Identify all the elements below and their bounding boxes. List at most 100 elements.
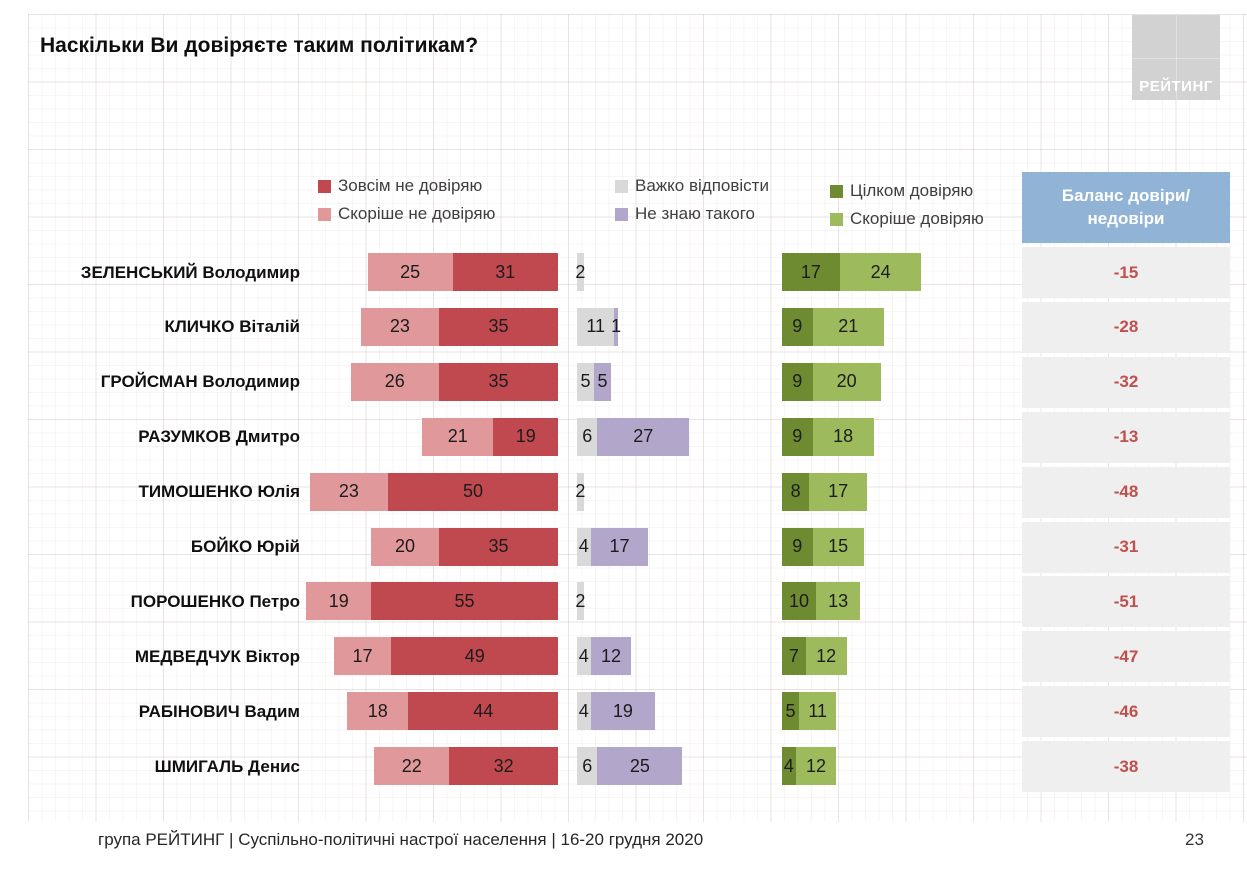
segment-not-trust-at-all: 49 [391, 637, 558, 676]
segment-hard-to-say: 4 [577, 527, 591, 566]
segment-fully-trust: 7 [782, 637, 806, 676]
distrust-bar: 18 44 [347, 692, 558, 731]
politician-name: БОЙКО Юрій [190, 537, 300, 556]
legend-swatch [615, 207, 628, 221]
segment-hard-to-say: 11 [577, 307, 615, 346]
legend-label: Цілком довіряю [850, 181, 974, 200]
trust-bar: 8 17 [782, 472, 867, 511]
segment-hard-to-say: 2 [575, 253, 585, 291]
balance-value: -38 [1022, 741, 1230, 793]
neutral-bar: 11 1 [577, 307, 621, 346]
balance-value: -28 [1022, 301, 1230, 353]
segment-not-trust-at-all: 35 [439, 307, 558, 346]
politician-name: ШМИГАЛЬ Денис [154, 756, 300, 776]
segment-hard-to-say: 4 [577, 692, 591, 731]
rating-logo-text: РЕЙТИНГ [1139, 78, 1213, 95]
segment-dont-know-person: 25 [597, 747, 683, 786]
segment-rather-trust: 17 [809, 472, 867, 511]
trust-bar: 9 15 [782, 527, 864, 566]
segment-rather-not-trust: 19 [306, 582, 371, 621]
distrust-bar: 23 50 [309, 472, 558, 511]
segment-hard-to-say: 6 [577, 747, 598, 786]
neutral-bar: 2 [575, 582, 585, 621]
politician-row: ПОРОШЕНКО Петро 19 55 2 10 13 -51 [0, 574, 1247, 629]
balance-value: -51 [1022, 576, 1230, 628]
politician-row: КЛИЧКО Віталій 23 35 11 1 9 21 -28 [0, 300, 1247, 355]
segment-hard-to-say: 4 [577, 637, 591, 676]
segment-fully-trust: 9 [782, 417, 813, 456]
segment-rather-not-trust: 18 [347, 692, 409, 731]
segment-rather-trust: 12 [795, 747, 837, 786]
neutral-bar: 2 [575, 472, 585, 511]
segment-not-trust-at-all: 44 [408, 692, 558, 731]
politician-name: ПОРОШЕНКО Петро [130, 591, 300, 611]
balance-value: -46 [1022, 686, 1230, 738]
trust-bar: 9 21 [782, 307, 884, 346]
legend-swatch [830, 184, 843, 198]
neutral-bar: 2 [575, 253, 585, 291]
legend-item: Не знаю такого [615, 204, 755, 224]
trust-bar: 5 11 [782, 692, 837, 731]
legend-item: Скоріше не довіряю [318, 204, 495, 224]
segment-dont-know-person: 27 [597, 417, 690, 456]
legend-swatch [615, 179, 628, 193]
trust-bar: 4 12 [782, 747, 837, 786]
trust-bar: 7 12 [782, 637, 847, 676]
politician-name: ГРОЙСМАН Володимир [100, 372, 300, 392]
segment-rather-not-trust: 22 [374, 747, 450, 786]
neutral-bar: 4 12 [577, 637, 632, 676]
distrust-bar: 17 49 [333, 637, 558, 676]
neutral-bar: 4 19 [577, 692, 656, 731]
neutral-bar: 4 17 [577, 527, 649, 566]
segment-fully-trust: 9 [782, 362, 813, 401]
segment-dont-know-person: 5 [594, 362, 611, 401]
balance-value: -32 [1022, 356, 1230, 408]
balance-value: -15 [1022, 247, 1230, 298]
segment-hard-to-say: 2 [575, 472, 585, 511]
balance-header: Баланс довіри/недовіри [1022, 172, 1230, 243]
distrust-bar: 23 35 [360, 307, 558, 346]
segment-hard-to-say: 6 [577, 417, 598, 456]
balance-value: -13 [1022, 411, 1230, 463]
segment-fully-trust: 5 [782, 692, 799, 731]
distrust-bar: 20 35 [371, 527, 558, 566]
page-title: Наскільки Ви довіряєте таким політикам? [40, 34, 479, 57]
politician-row: БОЙКО Юрій 20 35 4 17 9 15 -31 [0, 520, 1247, 575]
politician-name: ЗЕЛЕНСЬКИЙ Володимир [80, 262, 300, 282]
politician-name: РАБІНОВИЧ Вадим [138, 701, 300, 721]
segment-rather-not-trust: 23 [360, 307, 439, 346]
segment-fully-trust: 8 [782, 472, 810, 511]
legend-item: Важко відповісти [615, 176, 769, 196]
trust-bar: 9 20 [782, 362, 881, 401]
politician-name: КЛИЧКО Віталій [164, 317, 300, 337]
politician-name: ТИМОШЕНКО Юлія [138, 482, 300, 502]
segment-rather-trust: 21 [812, 307, 884, 346]
segment-rather-not-trust: 26 [350, 362, 439, 401]
segment-rather-not-trust: 21 [422, 417, 494, 456]
rating-logo: РЕЙТИНГ [1132, 15, 1220, 100]
segment-hard-to-say: 5 [577, 362, 594, 401]
distrust-bar: 22 32 [374, 747, 558, 786]
segment-dont-know-person: 19 [590, 692, 656, 731]
segment-not-trust-at-all: 55 [371, 582, 558, 621]
politician-row: ГРОЙСМАН Володимир 26 35 5 5 9 20 -32 [0, 355, 1247, 410]
segment-rather-trust: 11 [799, 692, 837, 731]
legend-label: Важко відповісти [635, 176, 769, 195]
segment-not-trust-at-all: 32 [449, 747, 558, 786]
footer-source: група РЕЙТИНГ | Суспільно-політичні наст… [98, 830, 704, 849]
trust-bar: 9 18 [782, 417, 874, 456]
neutral-bar: 6 27 [577, 417, 690, 456]
neutral-bar: 6 25 [577, 747, 683, 786]
distrust-bar: 19 55 [306, 582, 558, 621]
distrust-bar: 25 31 [367, 253, 558, 291]
segment-not-trust-at-all: 31 [452, 253, 558, 291]
segment-rather-not-trust: 20 [371, 527, 439, 566]
distrust-bar: 21 19 [422, 417, 558, 456]
politician-name: МЕДВЕДЧУК Віктор [134, 646, 300, 666]
segment-fully-trust: 4 [782, 747, 796, 786]
politician-row: РАЗУМКОВ Дмитро 21 19 6 27 9 18 -13 [0, 410, 1247, 465]
balance-value: -48 [1022, 466, 1230, 518]
